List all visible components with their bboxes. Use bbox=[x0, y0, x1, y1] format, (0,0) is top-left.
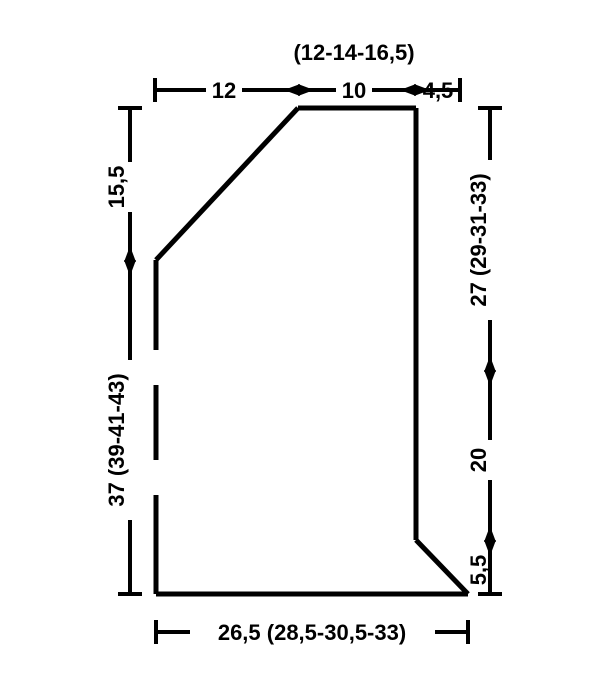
dim-right-mid-label: 20 bbox=[466, 448, 491, 472]
dim-bottom-label: 26,5 (28,5-30,5-33) bbox=[218, 620, 406, 645]
schematic-svg: 12 10 4,5 (12-14-16,5) 15,5 37 (39-41-43… bbox=[0, 0, 600, 684]
outline-shoulder bbox=[156, 108, 298, 260]
dim-top-mid-label: 10 bbox=[342, 78, 366, 103]
dim-left-upper-label: 15,5 bbox=[104, 166, 129, 209]
dim-top-arrow2l bbox=[400, 84, 416, 96]
schematic-diagram: 12 10 4,5 (12-14-16,5) 15,5 37 (39-41-43… bbox=[0, 0, 600, 684]
outline-notch bbox=[416, 540, 468, 594]
dim-right-arrow1d bbox=[484, 370, 496, 386]
dim-top-right-label: 4,5 bbox=[423, 78, 454, 103]
dim-left-arrow-down bbox=[124, 260, 136, 276]
dim-right-arrow2u bbox=[484, 526, 496, 542]
dim-top-arrow1r bbox=[298, 84, 314, 96]
dim-left-lower-label: 37 (39-41-43) bbox=[104, 373, 129, 506]
dim-top-paren-label: (12-14-16,5) bbox=[293, 40, 414, 65]
dim-right-arrow1u bbox=[484, 356, 496, 372]
dim-top-left-label: 12 bbox=[212, 78, 236, 103]
dim-right-arrow2d bbox=[484, 540, 496, 556]
dim-left-arrow-up bbox=[124, 246, 136, 262]
dim-top-arrow1l bbox=[284, 84, 300, 96]
dim-right-upper-label: 27 (29-31-33) bbox=[466, 173, 491, 306]
dim-right-lower-label: 5,5 bbox=[466, 555, 491, 586]
